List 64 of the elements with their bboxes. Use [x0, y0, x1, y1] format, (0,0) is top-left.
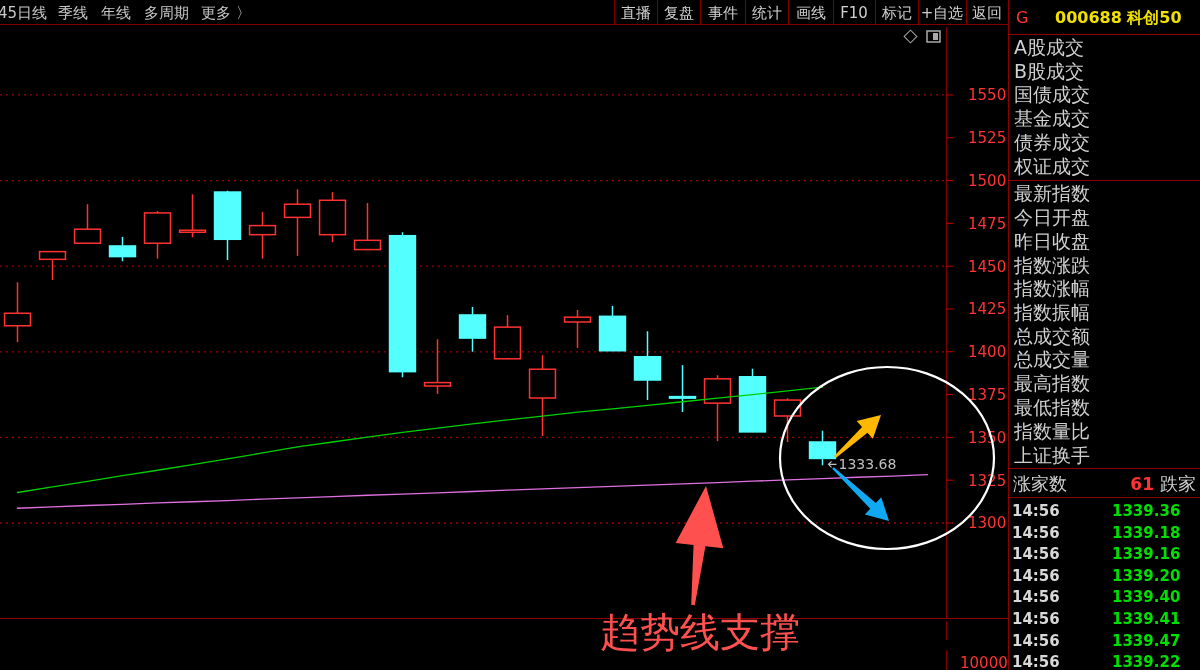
- text: 14:56: [1012, 502, 1060, 520]
- text: 事件: [707, 4, 738, 22]
- text: +自选: [920, 4, 964, 22]
- text: 返回: [972, 4, 1002, 22]
- text: 1339.16: [1112, 545, 1181, 564]
- text: 14:56: [1012, 545, 1060, 564]
- y-tick-label: 1400: [968, 343, 1007, 362]
- text: 1339.36: [1112, 502, 1181, 520]
- y-tick-label: 1525: [968, 129, 1007, 148]
- text: 更多 〉: [201, 4, 251, 22]
- text: 总成交量: [1013, 348, 1090, 370]
- text: 最高指数: [1014, 372, 1090, 394]
- text: 指数涨幅: [1013, 277, 1090, 299]
- y-tick-label: 1450: [968, 257, 1007, 276]
- text: 61: [1130, 474, 1154, 494]
- text: 14:56: [1012, 610, 1060, 628]
- text: 1339.47: [1112, 631, 1181, 650]
- text: 1339.41: [1112, 610, 1181, 628]
- text: 10000: [960, 654, 1008, 670]
- y-tick-label: 1550: [968, 86, 1007, 105]
- text: 14:56: [1012, 653, 1060, 670]
- text: 权证成交: [1013, 155, 1090, 177]
- text: 1339.40: [1112, 588, 1181, 607]
- text: 标记: [880, 4, 912, 22]
- text: 年线: [101, 4, 131, 22]
- text: 今日开盘: [1014, 206, 1090, 228]
- text: 1339.22: [1112, 653, 1181, 670]
- text: 涨家数: [1013, 473, 1067, 494]
- text: 指数振幅: [1013, 301, 1090, 323]
- text: 指数涨跌: [1013, 254, 1090, 276]
- y-tick-label: 1375: [968, 386, 1007, 405]
- text: 14:56: [1012, 588, 1060, 607]
- text: 14:56: [1012, 566, 1060, 585]
- annotation: 趋势线支撑: [600, 609, 800, 655]
- text: 直播: [620, 4, 651, 22]
- text: 总成交额: [1013, 325, 1090, 347]
- text: 1339.18: [1112, 523, 1181, 542]
- text: 季线: [58, 4, 88, 22]
- text: F10: [840, 4, 868, 22]
- text: 画线: [795, 4, 826, 22]
- text: 多周期: [144, 4, 189, 22]
- annotation: 1333.68: [838, 456, 897, 473]
- text: 指数量比: [1013, 420, 1090, 442]
- text: 复盘: [663, 4, 694, 22]
- text: 国债成交: [1014, 83, 1090, 105]
- y-tick-label: 1300: [968, 514, 1007, 533]
- text: 统计: [751, 4, 782, 22]
- text: 上证换手: [1014, 444, 1090, 466]
- y-tick-label: 1475: [968, 214, 1007, 233]
- text: 1339.20: [1112, 566, 1181, 585]
- text: 000688 科创50: [1055, 8, 1182, 27]
- text: 最新指数: [1014, 182, 1090, 204]
- text: 最低指数: [1014, 396, 1090, 418]
- y-tick-label: 1500: [968, 172, 1007, 191]
- text: A股成交: [1014, 36, 1084, 58]
- y-tick-label: 1425: [968, 300, 1007, 319]
- text: 债券成交: [1014, 131, 1090, 153]
- text: B股成交: [1014, 60, 1085, 82]
- text: 跌家: [1160, 473, 1196, 494]
- text: 14:56: [1012, 523, 1060, 542]
- text: 昨日收盘: [1014, 230, 1090, 252]
- text: 14:56: [1012, 631, 1060, 650]
- text: 基金成交: [1014, 107, 1090, 129]
- text: G: [1016, 8, 1029, 27]
